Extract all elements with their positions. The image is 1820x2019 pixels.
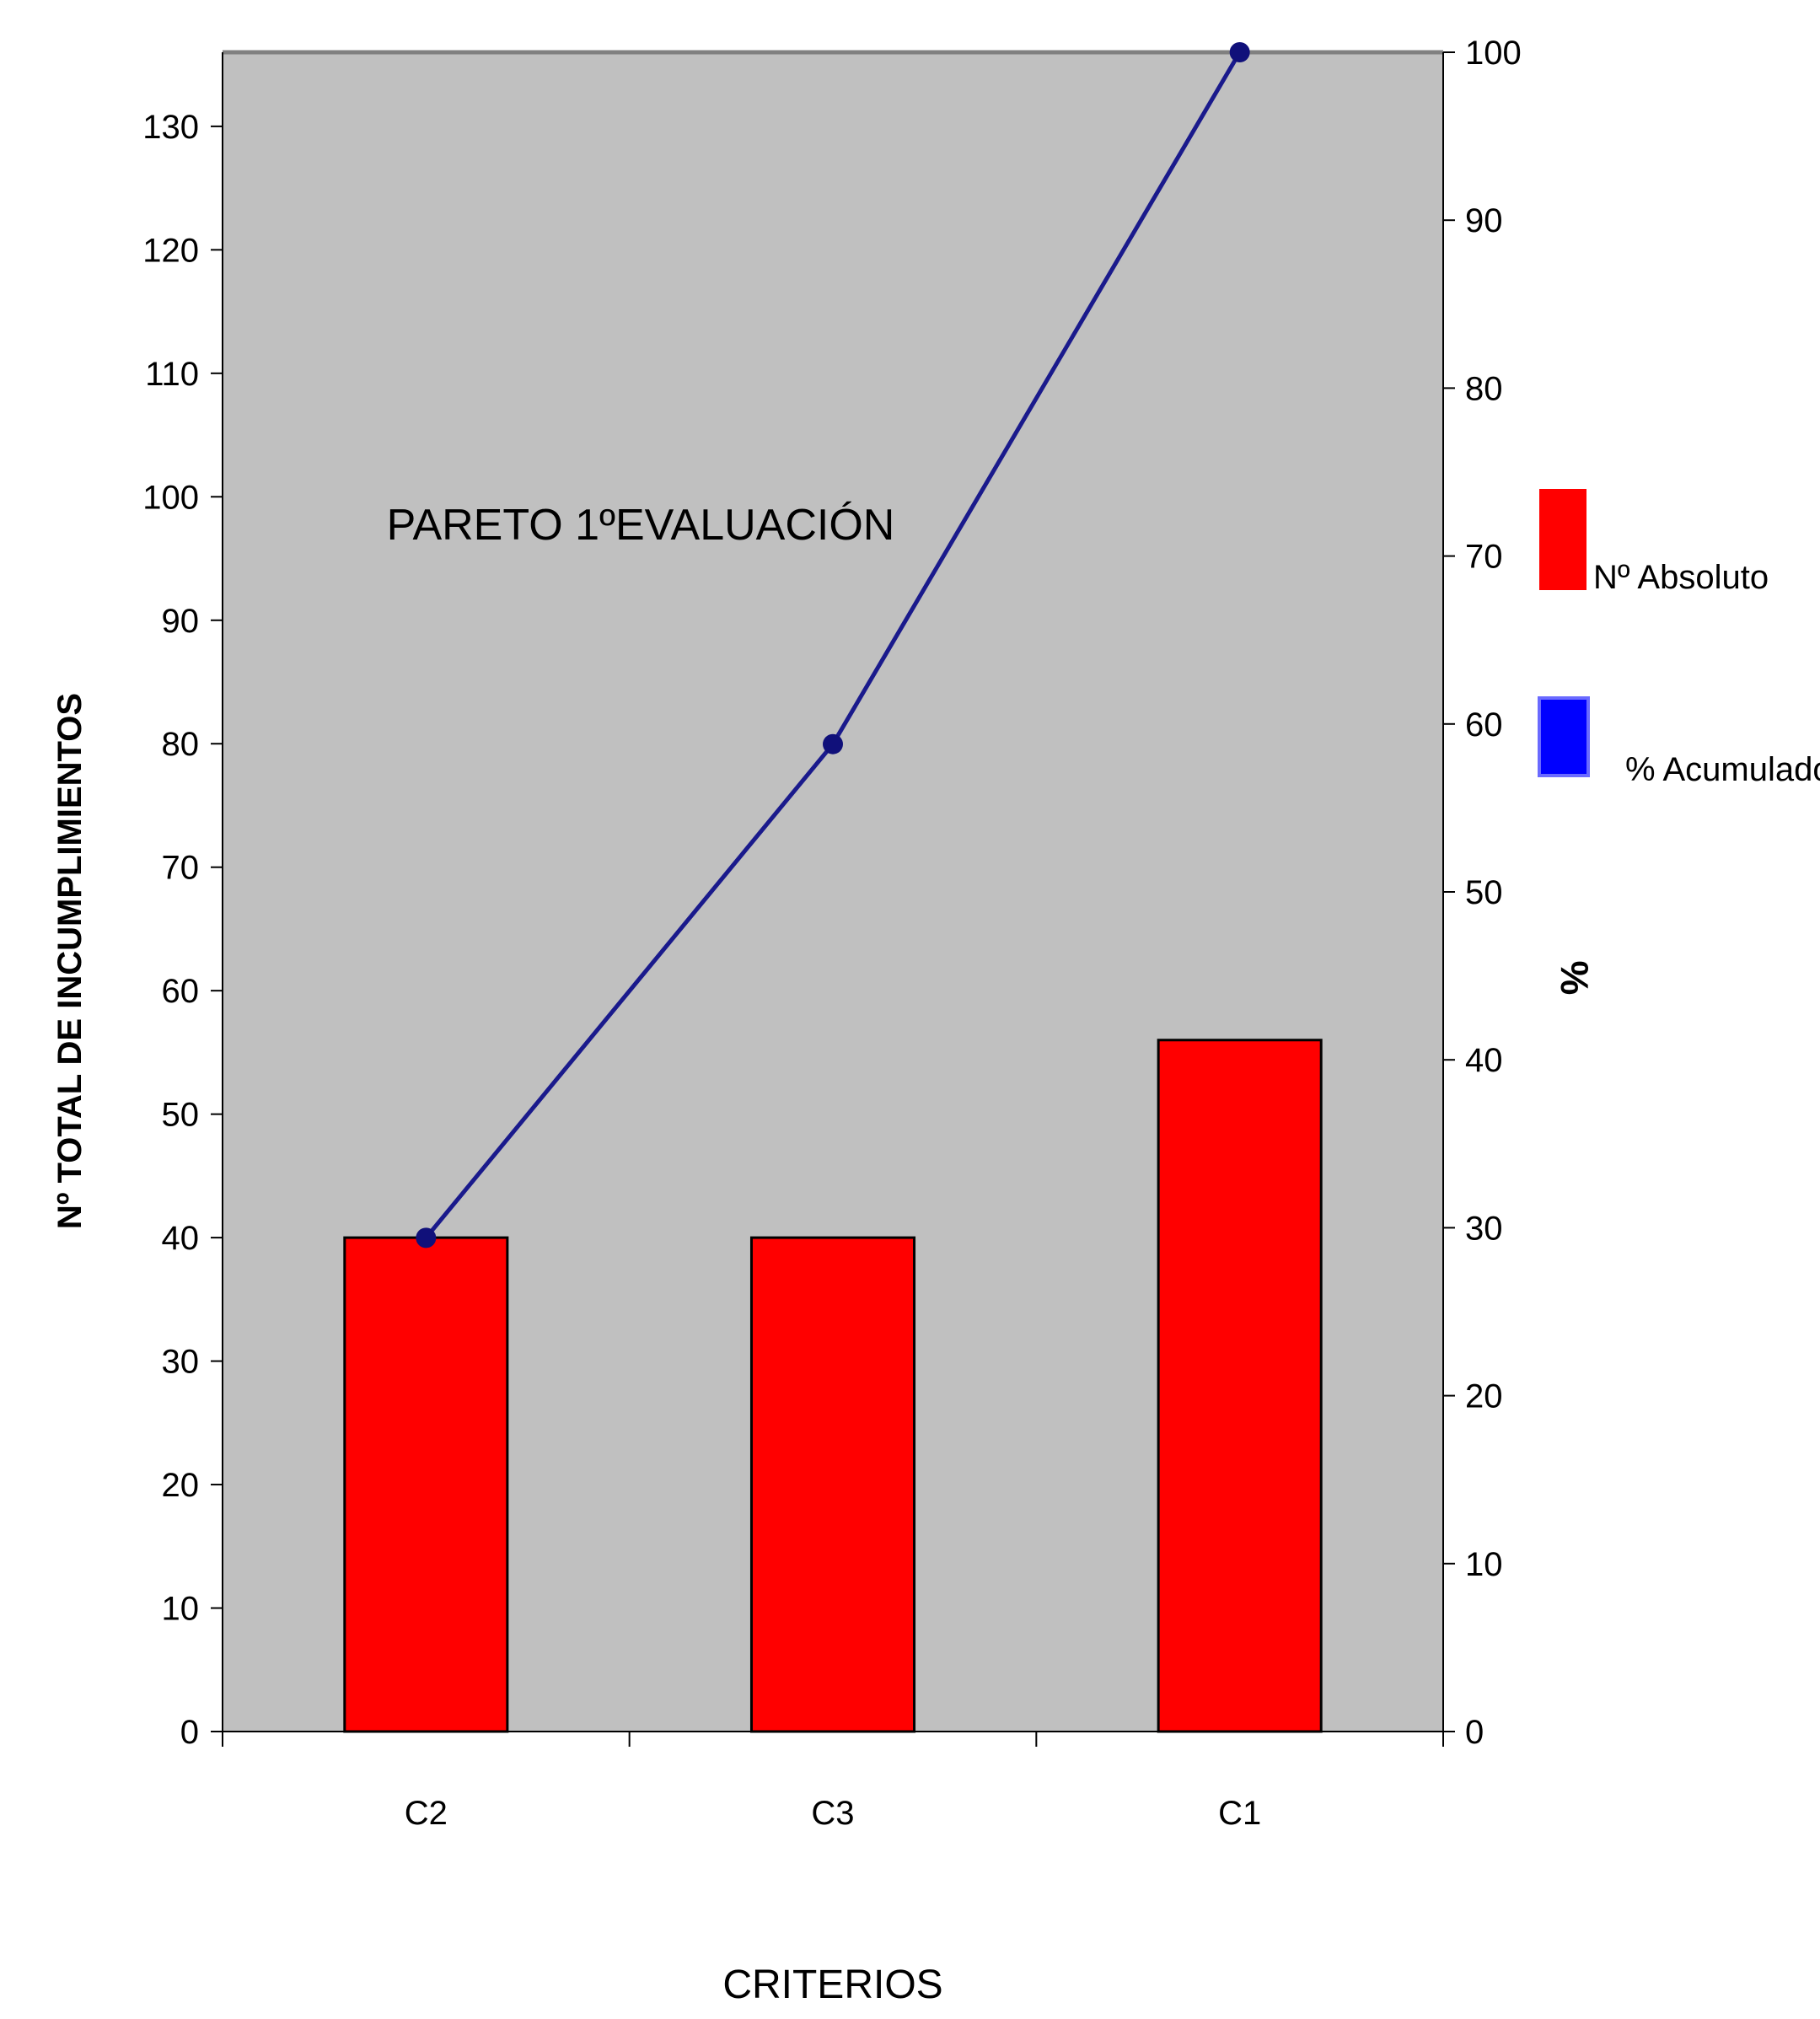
right-tick-label: 60 bbox=[1465, 706, 1503, 744]
right-tick-label: 80 bbox=[1465, 370, 1503, 407]
chart-title: PARETO 1ºEVALUACIÓN bbox=[387, 501, 895, 550]
legend-label-absoluto: Nº Absoluto bbox=[1593, 559, 1769, 596]
bar-c1 bbox=[1157, 1039, 1323, 1733]
left-tick-label: 50 bbox=[162, 1097, 200, 1134]
right-tick-label: 40 bbox=[1465, 1042, 1503, 1079]
y2-axis-title: % bbox=[1553, 961, 1597, 996]
cumulative-point-c2 bbox=[416, 1227, 437, 1248]
right-tick-label: 20 bbox=[1465, 1378, 1503, 1415]
left-tick-label: 10 bbox=[162, 1591, 200, 1628]
legend-label-acumulado: % Acumulado bbox=[1625, 751, 1820, 788]
left-tick-label: 100 bbox=[142, 479, 199, 516]
right-tick-label: 50 bbox=[1465, 874, 1503, 911]
legend-swatch-acumulado bbox=[1538, 696, 1590, 777]
right-tick-label: 90 bbox=[1465, 202, 1503, 239]
right-tick-label: 70 bbox=[1465, 539, 1503, 576]
left-tick-label: 90 bbox=[162, 603, 200, 640]
bar-c3 bbox=[749, 1236, 916, 1733]
legend-swatch-absoluto bbox=[1539, 489, 1586, 590]
left-tick-label: 70 bbox=[162, 850, 200, 887]
left-tick-label: 80 bbox=[162, 726, 200, 763]
left-tick-label: 30 bbox=[162, 1344, 200, 1381]
right-tick-label: 0 bbox=[1465, 1714, 1484, 1751]
left-tick-label: 40 bbox=[162, 1220, 200, 1257]
y-axis-title: Nº TOTAL DE INCUMPLIMIENTOS bbox=[51, 693, 89, 1229]
right-tick-label: 10 bbox=[1465, 1546, 1503, 1583]
left-tick-label: 0 bbox=[180, 1714, 199, 1751]
x-tick-label-c3: C3 bbox=[811, 1795, 854, 1832]
left-tick-label: 20 bbox=[162, 1467, 200, 1504]
left-tick-label: 120 bbox=[142, 232, 199, 269]
x-tick-label-c1: C1 bbox=[1218, 1795, 1261, 1832]
left-tick-label: 110 bbox=[145, 356, 199, 393]
x-axis-title: CRITERIOS bbox=[722, 1963, 942, 2007]
x-tick-label-c2: C2 bbox=[405, 1795, 448, 1832]
right-tick-label: 30 bbox=[1465, 1210, 1503, 1247]
bar-c2 bbox=[343, 1236, 509, 1733]
cumulative-point-c1 bbox=[1229, 42, 1250, 62]
legend: Nº Absoluto % Acumulado bbox=[1538, 489, 1820, 788]
left-tick-label: 60 bbox=[162, 973, 200, 1010]
right-tick-label: 100 bbox=[1465, 35, 1522, 72]
cumulative-point-c3 bbox=[823, 733, 843, 754]
left-tick-label: 130 bbox=[142, 109, 199, 146]
